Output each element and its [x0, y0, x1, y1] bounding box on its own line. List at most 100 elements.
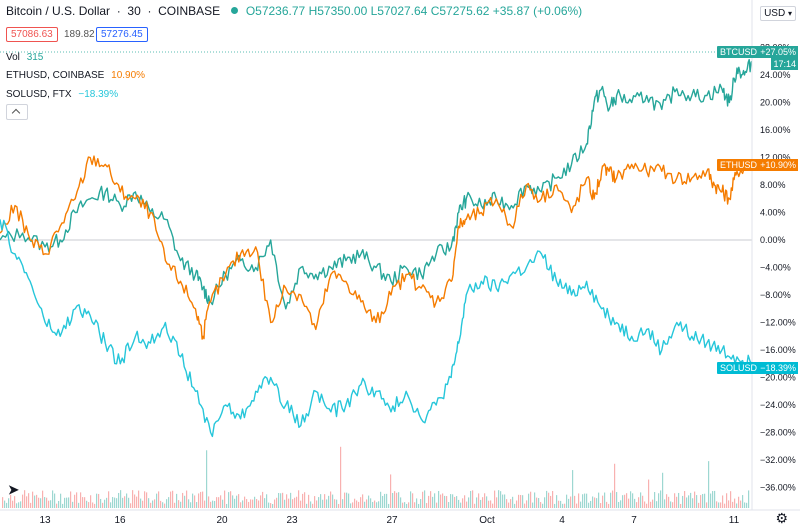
- volume-bar: [144, 491, 146, 508]
- volume-bar: [62, 503, 64, 508]
- volume-bar: [90, 495, 92, 508]
- volume-bar: [472, 490, 474, 508]
- volume-bar: [18, 502, 20, 508]
- volume-bar: [230, 491, 232, 508]
- volume-bar: [426, 503, 428, 508]
- y-tick-label: −24.00%: [760, 400, 796, 410]
- buy-price-button[interactable]: 57276.45: [96, 27, 148, 42]
- volume-bar: [508, 502, 510, 508]
- volume-bar: [466, 501, 468, 508]
- volume-bar: [416, 498, 418, 508]
- volume-bar: [110, 502, 112, 508]
- volume-bar: [362, 494, 364, 508]
- volume-bar: [64, 497, 66, 508]
- volume-bar: [550, 495, 552, 508]
- volume-bar: [60, 493, 62, 508]
- y-axis: 28.00%24.00%20.00%16.00%12.00%8.00%4.00%…: [751, 0, 796, 510]
- collapse-legend-button[interactable]: [6, 104, 28, 120]
- volume-bar: [702, 493, 704, 508]
- x-axis: 13 16 20 23 27 Oct 4 7 11: [0, 509, 800, 526]
- volume-bar: [500, 491, 502, 508]
- volume-bar: [314, 496, 316, 508]
- volume-bar: [68, 497, 70, 508]
- volume-bar: [616, 492, 618, 508]
- volume-bar: [322, 499, 324, 508]
- volume-bar: [436, 502, 438, 508]
- legend-volume[interactable]: Vol 315: [6, 52, 43, 63]
- volume-bar: [412, 493, 414, 508]
- volume-bar: [274, 499, 276, 508]
- market-open-dot: [231, 7, 239, 14]
- volume-bar: [280, 493, 282, 508]
- legend-solusd[interactable]: SOLUSD, FTX −18.39%: [6, 89, 118, 100]
- sell-price-button[interactable]: 57086.63: [6, 27, 58, 42]
- volume-bar: [624, 494, 626, 508]
- volume-bar: [54, 493, 56, 508]
- volume-bar: [224, 490, 226, 508]
- vol-label: Vol: [6, 52, 20, 63]
- series-lines: [0, 58, 753, 438]
- volume-bar: [506, 499, 508, 508]
- x-tick-label: 4: [559, 515, 565, 526]
- volume-bar: [188, 499, 190, 508]
- volume-bar: [488, 500, 490, 508]
- y-tick-label: −16.00%: [760, 345, 796, 355]
- volume-bar: [710, 493, 712, 508]
- volume-bar: [602, 495, 604, 508]
- volume-bar: [630, 491, 632, 508]
- volume-bar: [142, 500, 144, 508]
- volume-bar: [336, 499, 338, 508]
- volume-bar: [742, 495, 744, 508]
- tradingview-logo-icon[interactable]: ➤: [8, 482, 19, 497]
- volume-bar: [452, 494, 454, 508]
- volume-bar: [304, 492, 306, 508]
- volume-bar: [138, 490, 140, 508]
- volume-bar: [576, 503, 578, 508]
- currency-selector[interactable]: USD ▾: [760, 6, 796, 21]
- volume-bar: [56, 503, 58, 508]
- volume-bar: [372, 501, 374, 508]
- volume-bar: [434, 493, 436, 508]
- volume-bar: [596, 498, 598, 508]
- volume-bar: [96, 493, 98, 508]
- volume-bar: [402, 502, 404, 508]
- symbol-name[interactable]: Bitcoin / U.S. Dollar: [6, 4, 111, 18]
- volume-bar: [58, 500, 60, 508]
- volume-bar: [628, 498, 630, 508]
- chevron-down-icon: ▾: [787, 9, 792, 18]
- volume-bar: [620, 500, 622, 508]
- volume-bar: [548, 492, 550, 508]
- volume-bar: [518, 494, 520, 508]
- volume-bar: [334, 499, 336, 508]
- volume-bar: [14, 496, 16, 508]
- volume-bar: [318, 497, 320, 508]
- volume-bar: [448, 502, 450, 508]
- volume-bar: [208, 496, 210, 508]
- volume-bar: [586, 493, 588, 508]
- volume-bar: [640, 492, 642, 508]
- btc-time-tag: 17:14: [771, 58, 798, 70]
- volume-bar: [246, 499, 248, 508]
- volume-bar: [70, 491, 72, 508]
- volume-bar: [422, 491, 424, 508]
- legend-ethusd[interactable]: ETHUSD, COINBASE 10.90%: [6, 70, 145, 81]
- volume-bar: [684, 491, 686, 508]
- volume-bar: [530, 491, 532, 508]
- volume-bar: [540, 502, 542, 508]
- volume-bar: [98, 493, 100, 508]
- volume-bar: [174, 502, 176, 508]
- volume-bar: [410, 491, 412, 508]
- volume-bar: [646, 503, 648, 508]
- volume-bar: [386, 493, 388, 508]
- gear-icon[interactable]: ⚙: [775, 510, 788, 526]
- sol-pct-tag: −18.39%: [758, 362, 798, 374]
- volume-bar: [474, 503, 476, 508]
- sol-value: −18.39%: [78, 89, 119, 100]
- volume-bar: [384, 493, 386, 508]
- x-tick-label: 23: [286, 515, 298, 526]
- volume-bar: [30, 502, 32, 508]
- volume-bar: [732, 501, 734, 508]
- interval[interactable]: 30: [127, 4, 141, 18]
- btc-pct-tag: +27.05%: [758, 46, 798, 58]
